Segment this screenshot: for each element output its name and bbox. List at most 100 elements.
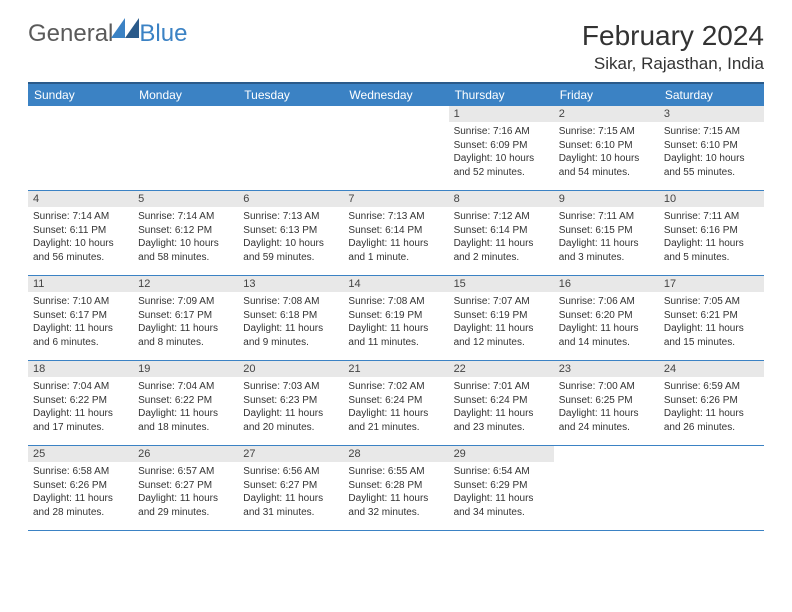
day-cell: 1 Sunrise: 7:16 AMSunset: 6:09 PMDaylight… bbox=[449, 106, 554, 190]
day-cell: 2Sunrise: 7:15 AMSunset: 6:10 PMDaylight… bbox=[554, 106, 659, 190]
day-number: 3 bbox=[659, 106, 764, 122]
sunset-text: Sunset: 6:26 PM bbox=[33, 479, 128, 493]
day-number: 7 bbox=[343, 191, 448, 207]
sunset-text: Sunset: 6:25 PM bbox=[559, 394, 654, 408]
day-cell: 11Sunrise: 7:10 AMSunset: 6:17 PMDayligh… bbox=[28, 276, 133, 360]
day-cell: 14Sunrise: 7:08 AMSunset: 6:19 PMDayligh… bbox=[343, 276, 448, 360]
daylight-text: Daylight: 10 hours and 54 minutes. bbox=[559, 152, 654, 179]
day-number: 14 bbox=[343, 276, 448, 292]
day-number: 15 bbox=[449, 276, 554, 292]
day-content: Sunrise: 7:14 AMSunset: 6:12 PMDaylight:… bbox=[133, 207, 238, 267]
week-row: 18Sunrise: 7:04 AMSunset: 6:22 PMDayligh… bbox=[28, 361, 764, 446]
daylight-text: Daylight: 11 hours and 20 minutes. bbox=[243, 407, 338, 434]
daylight-text: Daylight: 10 hours and 56 minutes. bbox=[33, 237, 128, 264]
day-content: Sunrise: 6:57 AMSunset: 6:27 PMDaylight:… bbox=[133, 462, 238, 522]
day-content: Sunrise: 7:15 AMSunset: 6:10 PMDaylight:… bbox=[659, 122, 764, 182]
daylight-text: Daylight: 11 hours and 34 minutes. bbox=[454, 492, 549, 519]
day-content: Sunrise: 6:59 AMSunset: 6:26 PMDaylight:… bbox=[659, 377, 764, 437]
daylight-text: Daylight: 11 hours and 8 minutes. bbox=[138, 322, 233, 349]
day-cell bbox=[343, 106, 448, 190]
day-cell: 16Sunrise: 7:06 AMSunset: 6:20 PMDayligh… bbox=[554, 276, 659, 360]
daylight-text: Daylight: 11 hours and 2 minutes. bbox=[454, 237, 549, 264]
day-content: Sunrise: 7:10 AMSunset: 6:17 PMDaylight:… bbox=[28, 292, 133, 352]
sunrise-text: Sunrise: 6:57 AM bbox=[138, 465, 233, 479]
day-number: 29 bbox=[449, 446, 554, 462]
day-number: 8 bbox=[449, 191, 554, 207]
sunset-text: Sunset: 6:19 PM bbox=[348, 309, 443, 323]
sunset-text: Sunset: 6:23 PM bbox=[243, 394, 338, 408]
sunset-text: Sunset: 6:10 PM bbox=[664, 139, 759, 153]
day-cell: 25Sunrise: 6:58 AMSunset: 6:26 PMDayligh… bbox=[28, 446, 133, 530]
sunset-text: Sunset: 6:26 PM bbox=[664, 394, 759, 408]
daylight-text: Daylight: 10 hours and 59 minutes. bbox=[243, 237, 338, 264]
day-cell: 27Sunrise: 6:56 AMSunset: 6:27 PMDayligh… bbox=[238, 446, 343, 530]
sunrise-text: Sunrise: 7:01 AM bbox=[454, 380, 549, 394]
title-block: February 2024 Sikar, Rajasthan, India bbox=[582, 20, 764, 74]
logo-text-general: General bbox=[28, 20, 113, 48]
location-text: Sikar, Rajasthan, India bbox=[582, 54, 764, 74]
sunrise-text: Sunrise: 7:16 AM bbox=[454, 125, 549, 139]
day-header-thu: Thursday bbox=[449, 84, 554, 106]
sunset-text: Sunset: 6:21 PM bbox=[664, 309, 759, 323]
daylight-text: Daylight: 10 hours and 58 minutes. bbox=[138, 237, 233, 264]
sunset-text: Sunset: 6:15 PM bbox=[559, 224, 654, 238]
day-cell bbox=[28, 106, 133, 190]
day-number: 20 bbox=[238, 361, 343, 377]
day-number: 17 bbox=[659, 276, 764, 292]
day-cell bbox=[238, 106, 343, 190]
sunset-text: Sunset: 6:11 PM bbox=[33, 224, 128, 238]
sunset-text: Sunset: 6:18 PM bbox=[243, 309, 338, 323]
day-number: 1 bbox=[449, 106, 554, 122]
daylight-text: Daylight: 10 hours and 52 minutes. bbox=[454, 152, 549, 179]
day-cell: 18Sunrise: 7:04 AMSunset: 6:22 PMDayligh… bbox=[28, 361, 133, 445]
day-number: 22 bbox=[449, 361, 554, 377]
day-number bbox=[238, 106, 343, 122]
daylight-text: Daylight: 11 hours and 28 minutes. bbox=[33, 492, 128, 519]
day-number: 19 bbox=[133, 361, 238, 377]
day-number: 4 bbox=[28, 191, 133, 207]
day-number: 24 bbox=[659, 361, 764, 377]
daylight-text: Daylight: 11 hours and 21 minutes. bbox=[348, 407, 443, 434]
calendar: Sunday Monday Tuesday Wednesday Thursday… bbox=[0, 82, 792, 531]
sunrise-text: Sunrise: 6:55 AM bbox=[348, 465, 443, 479]
day-content: Sunrise: 7:15 AMSunset: 6:10 PMDaylight:… bbox=[554, 122, 659, 182]
day-content: Sunrise: 7:08 AMSunset: 6:18 PMDaylight:… bbox=[238, 292, 343, 352]
sunset-text: Sunset: 6:19 PM bbox=[454, 309, 549, 323]
sunset-text: Sunset: 6:22 PM bbox=[138, 394, 233, 408]
week-row: 1Sunrise: 7:16 AMSunset: 6:09 PMDaylight… bbox=[28, 106, 764, 191]
sunrise-text: Sunrise: 7:06 AM bbox=[559, 295, 654, 309]
sunrise-text: Sunrise: 7:09 AM bbox=[138, 295, 233, 309]
sunset-text: Sunset: 6:09 PM bbox=[454, 139, 549, 153]
daylight-text: Daylight: 11 hours and 14 minutes. bbox=[559, 322, 654, 349]
day-content: Sunrise: 7:04 AMSunset: 6:22 PMDaylight:… bbox=[28, 377, 133, 437]
day-number: 21 bbox=[343, 361, 448, 377]
day-cell: 22Sunrise: 7:01 AMSunset: 6:24 PMDayligh… bbox=[449, 361, 554, 445]
logo: General Blue bbox=[28, 20, 187, 48]
daylight-text: Daylight: 11 hours and 32 minutes. bbox=[348, 492, 443, 519]
sunset-text: Sunset: 6:14 PM bbox=[454, 224, 549, 238]
week-row: 25Sunrise: 6:58 AMSunset: 6:26 PMDayligh… bbox=[28, 446, 764, 531]
sunrise-text: Sunrise: 6:58 AM bbox=[33, 465, 128, 479]
day-cell: 10Sunrise: 7:11 AMSunset: 6:16 PMDayligh… bbox=[659, 191, 764, 275]
day-cell: 23Sunrise: 7:00 AMSunset: 6:25 PMDayligh… bbox=[554, 361, 659, 445]
day-number: 18 bbox=[28, 361, 133, 377]
day-number: 16 bbox=[554, 276, 659, 292]
day-cell: 8Sunrise: 7:12 AMSunset: 6:14 PMDaylight… bbox=[449, 191, 554, 275]
sunset-text: Sunset: 6:29 PM bbox=[454, 479, 549, 493]
sunrise-text: Sunrise: 7:13 AM bbox=[348, 210, 443, 224]
daylight-text: Daylight: 11 hours and 29 minutes. bbox=[138, 492, 233, 519]
daylight-text: Daylight: 11 hours and 23 minutes. bbox=[454, 407, 549, 434]
week-row: 4Sunrise: 7:14 AMSunset: 6:11 PMDaylight… bbox=[28, 191, 764, 276]
sunset-text: Sunset: 6:17 PM bbox=[33, 309, 128, 323]
day-number: 28 bbox=[343, 446, 448, 462]
day-content: Sunrise: 7:08 AMSunset: 6:19 PMDaylight:… bbox=[343, 292, 448, 352]
sunrise-text: Sunrise: 7:07 AM bbox=[454, 295, 549, 309]
daylight-text: Daylight: 11 hours and 5 minutes. bbox=[664, 237, 759, 264]
logo-triangle-icon bbox=[111, 18, 139, 38]
day-content: Sunrise: 7:11 AMSunset: 6:15 PMDaylight:… bbox=[554, 207, 659, 267]
daylight-text: Daylight: 11 hours and 26 minutes. bbox=[664, 407, 759, 434]
day-cell: 19Sunrise: 7:04 AMSunset: 6:22 PMDayligh… bbox=[133, 361, 238, 445]
day-number: 11 bbox=[28, 276, 133, 292]
day-cell: 5Sunrise: 7:14 AMSunset: 6:12 PMDaylight… bbox=[133, 191, 238, 275]
sunrise-text: Sunrise: 7:13 AM bbox=[243, 210, 338, 224]
